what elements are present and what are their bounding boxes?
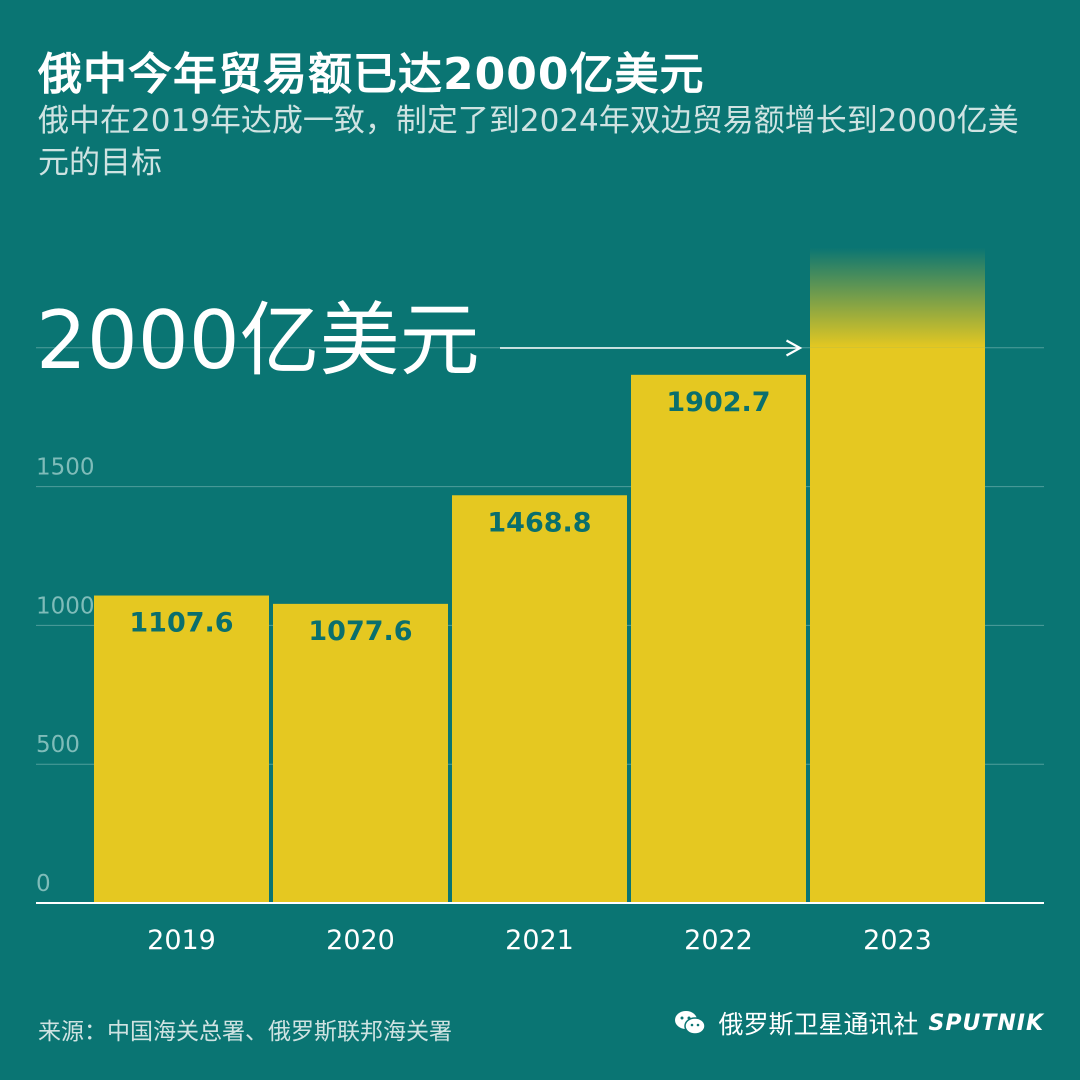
bar-value-label: 1077.6 [308,616,412,647]
brand: 俄罗斯卫星通讯社 SPUTNIK [672,1005,1044,1041]
x-tick-label: 2019 [147,925,216,956]
bar [273,603,448,903]
y-tick-label: 1500 [36,455,95,481]
bar [94,595,269,903]
sputnik-logo: SPUTNIK [928,1010,1044,1036]
wechat-icon [675,1011,707,1035]
bar-fade [810,247,985,348]
chart-subtitle: 俄中在2019年达成一致，制定了到2024年双边贸易额增长到2000亿美元的目标 [38,103,1019,181]
x-tick-label: 2021 [505,925,574,956]
bar [810,347,985,903]
source-note: 来源：中国海关总署、俄罗斯联邦海关署 [38,1019,452,1045]
bar-value-label: 1107.6 [129,608,233,639]
target-annotation: 2000亿美元 [36,294,480,387]
y-tick-labels: 0 500 1000 1500 [36,455,95,897]
bar-chart: 1107.6 1077.6 1468.8 1902.7 0 500 1000 1500 20… [36,247,1044,956]
bar [452,495,627,903]
bar [631,374,806,903]
chart-title: 俄中今年贸易额已达2000亿美元 [38,49,705,100]
y-tick-label: 1000 [36,593,95,619]
brand-name: 俄罗斯卫星通讯社 [718,1010,919,1039]
bar-value-label: 1468.8 [487,507,591,538]
bar-value-label: 1902.7 [666,387,770,418]
x-tick-label: 2022 [684,925,753,956]
bars [94,247,985,903]
x-tick-labels: 2019 2020 2021 2022 2023 [147,925,932,956]
x-tick-label: 2023 [863,925,932,956]
x-tick-label: 2020 [326,925,395,956]
data-labels: 1107.6 1077.6 1468.8 1902.7 [129,387,770,647]
y-tick-label: 500 [36,732,80,758]
y-tick-label: 0 [36,871,51,897]
